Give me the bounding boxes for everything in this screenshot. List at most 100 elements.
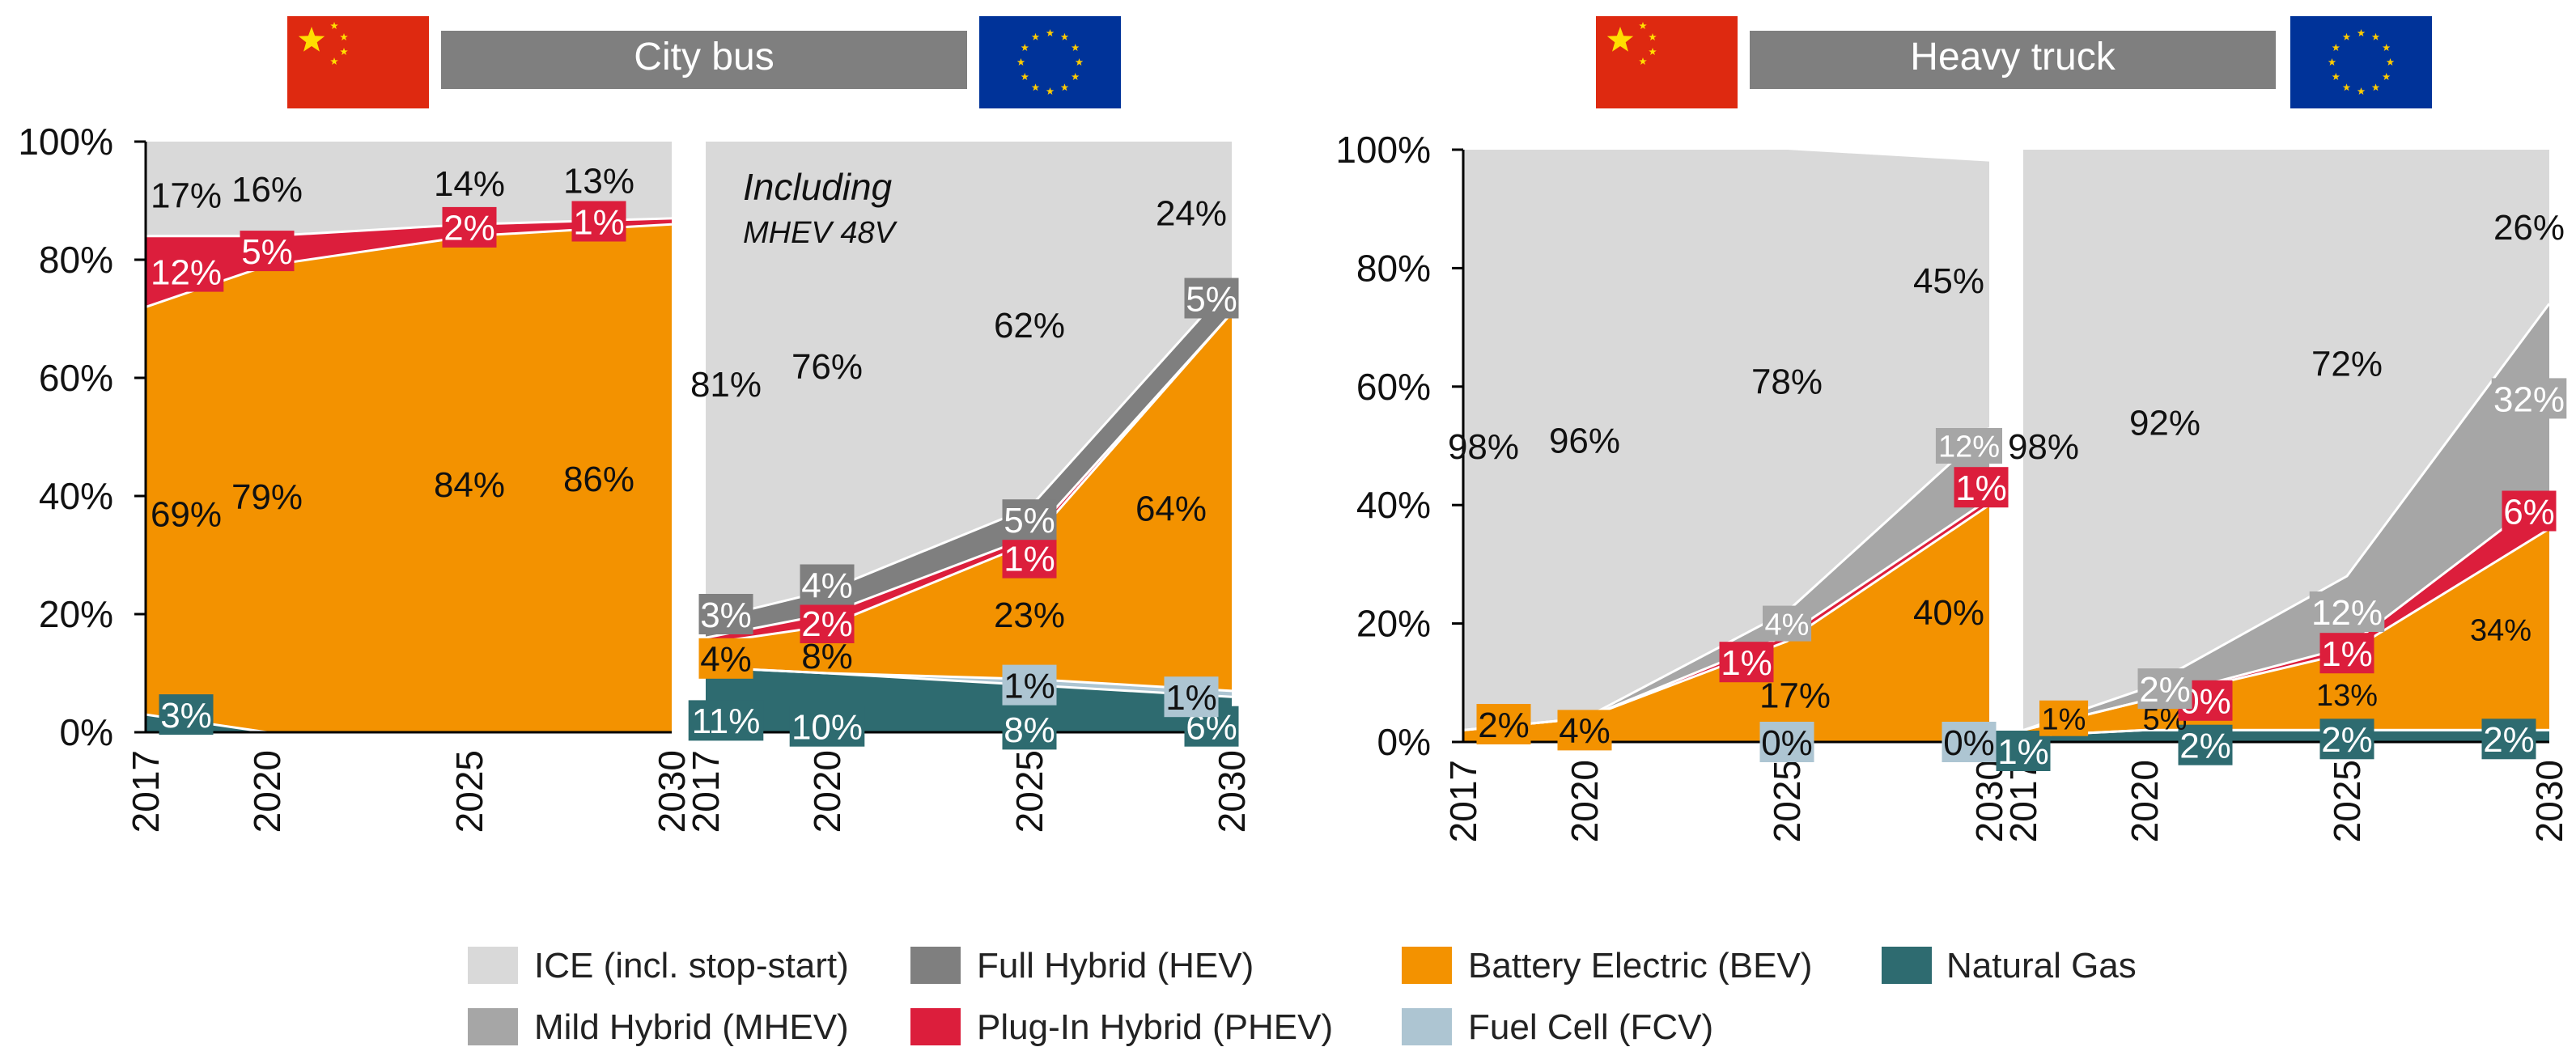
data-label: 5% xyxy=(1004,501,1055,540)
flag-star xyxy=(2332,44,2340,51)
y-tick-label: 0% xyxy=(1377,721,1431,763)
area-ice xyxy=(146,142,672,236)
x-tick-label: 2020 xyxy=(246,750,288,833)
data-label: 4% xyxy=(700,640,752,680)
legend-label-phev: Plug-In Hybrid (PHEV) xyxy=(977,1007,1333,1047)
data-label: 1% xyxy=(2042,702,2086,736)
area-bev xyxy=(1463,505,1989,742)
data-label-box xyxy=(442,206,497,248)
data-label: 92% xyxy=(2129,404,2200,443)
data-label: 72% xyxy=(2311,344,2383,384)
flag-star xyxy=(2357,29,2366,36)
flag-star xyxy=(2357,87,2366,95)
flag-star xyxy=(1046,29,1055,36)
data-label-box xyxy=(1996,731,2051,771)
x-tick-label: 2017 xyxy=(685,750,727,833)
data-label: 40% xyxy=(1913,593,1984,633)
data-label-box xyxy=(789,706,865,747)
x-tick-label: 2017 xyxy=(125,750,167,833)
x-tick-label: 2030 xyxy=(2528,760,2570,842)
data-label: 79% xyxy=(231,477,303,517)
data-label: 98% xyxy=(2008,427,2079,467)
header-bar xyxy=(1750,31,2276,89)
data-label-box xyxy=(1759,722,1814,762)
flag-star xyxy=(2382,73,2391,80)
legend-item-ice: ICE (incl. stop-start) xyxy=(468,946,849,986)
data-label: 13% xyxy=(563,161,634,201)
data-label: 3% xyxy=(160,696,212,735)
data-label: 98% xyxy=(1448,427,1519,467)
legend-swatch-fcv xyxy=(1402,1008,1452,1045)
data-label-box xyxy=(2319,633,2374,674)
area-ice xyxy=(2023,150,2549,731)
y-tick-label: 60% xyxy=(39,357,113,399)
x-tick-label: 2017 xyxy=(2002,760,2044,842)
data-label: 26% xyxy=(2493,208,2565,248)
flag-star xyxy=(1071,73,1080,80)
y-tick-label: 80% xyxy=(39,239,113,281)
data-label: 2% xyxy=(2483,720,2535,760)
data-label-box xyxy=(1476,704,1531,744)
annotation-line: MHEV 48V xyxy=(743,216,898,250)
data-label-box xyxy=(2319,719,2374,760)
legend-swatch-phev xyxy=(910,1008,961,1045)
data-label: 12% xyxy=(1938,430,2000,464)
flag-star-small xyxy=(340,48,348,55)
legend: ICE (incl. stop-start) Full Hybrid (HEV)… xyxy=(468,946,2137,1047)
data-label-box xyxy=(1002,664,1057,706)
area-mhev xyxy=(2023,303,2549,731)
area-ice xyxy=(706,142,1232,621)
area-separator xyxy=(706,666,1232,693)
data-label-box xyxy=(1954,467,2009,508)
data-label-box xyxy=(571,201,626,242)
data-label-box xyxy=(2039,700,2089,736)
data-label: 1% xyxy=(1721,643,1772,683)
area-bev xyxy=(2023,528,2549,736)
flag-star xyxy=(2342,32,2351,40)
flag-star xyxy=(1031,83,1040,91)
data-label-box xyxy=(688,700,764,741)
flag-star xyxy=(1016,58,1025,66)
y-tick-label: 80% xyxy=(1356,247,1431,289)
flag-star xyxy=(2342,83,2351,91)
y-tick-label: 100% xyxy=(1335,129,1431,171)
data-label-box xyxy=(800,603,855,643)
legend-swatch-ice xyxy=(468,947,518,984)
legend-label-ice: ICE (incl. stop-start) xyxy=(534,946,849,986)
flag-star-small xyxy=(1649,48,1657,55)
data-label: 1% xyxy=(2321,634,2373,674)
flag-star xyxy=(1060,32,1069,40)
data-label: 86% xyxy=(563,460,634,499)
flag-star xyxy=(2371,83,2380,91)
data-label-box xyxy=(240,231,295,272)
flag-star xyxy=(2386,58,2395,66)
data-label: 12% xyxy=(151,252,222,292)
header-bar xyxy=(441,31,967,89)
legend-swatch-ng xyxy=(1882,947,1932,984)
flag-background xyxy=(1596,16,1738,108)
data-label: 3% xyxy=(700,596,752,635)
x-tick-label: 2025 xyxy=(1008,750,1050,833)
flag-china xyxy=(1596,16,1738,108)
flag-star-small xyxy=(330,57,338,65)
legend-swatch-mhev xyxy=(468,1008,518,1045)
flag-eu xyxy=(2290,16,2432,108)
data-label: 10% xyxy=(791,708,863,748)
data-label-box xyxy=(2137,668,2192,710)
area-layer xyxy=(146,142,672,732)
data-label: 1% xyxy=(1955,468,2007,508)
data-label-box xyxy=(2309,591,2385,632)
header-title: City bus xyxy=(634,36,774,78)
flag-star xyxy=(1075,58,1084,66)
data-label-box xyxy=(698,638,753,679)
data-label: 1% xyxy=(1165,678,1217,718)
data-label: 45% xyxy=(1913,261,1984,301)
data-label: 1% xyxy=(1997,732,2049,772)
flag-star xyxy=(1071,44,1080,51)
data-label: 4% xyxy=(1559,711,1611,751)
flag-star-large xyxy=(1606,27,1634,52)
flag-star xyxy=(1021,44,1029,51)
area-ng xyxy=(2023,730,2549,742)
